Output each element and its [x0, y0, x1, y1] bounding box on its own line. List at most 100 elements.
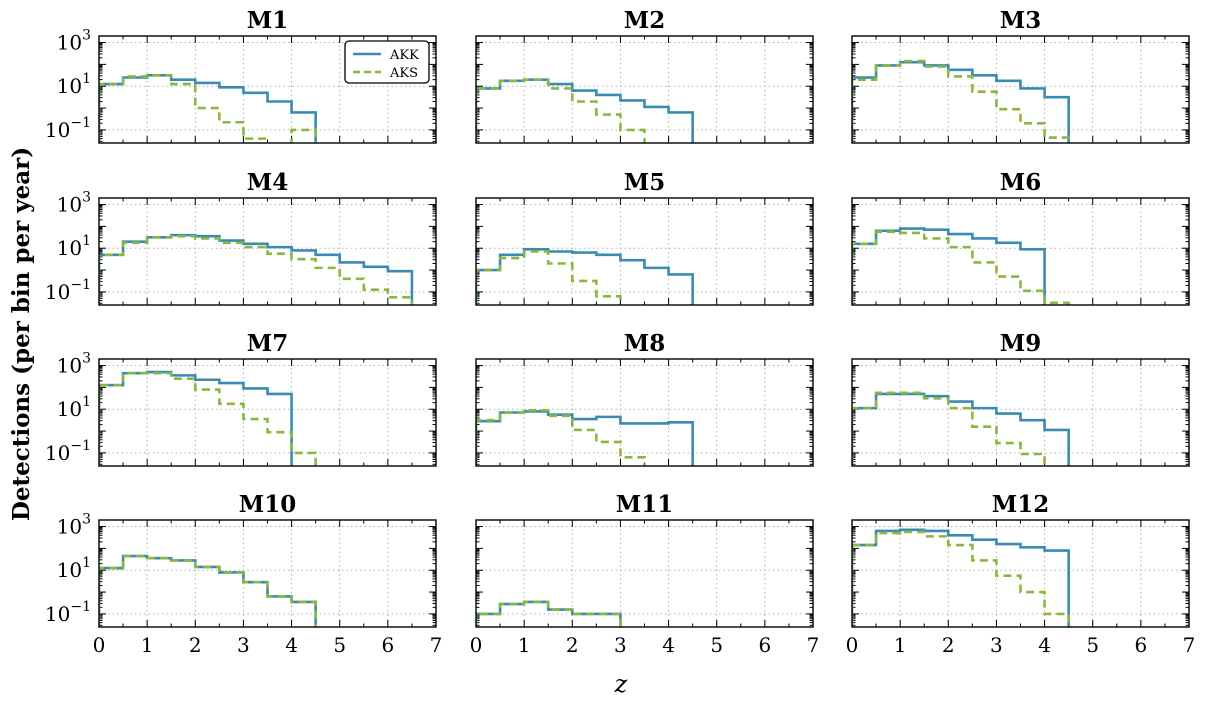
series-aks-line [99, 234, 414, 305]
panel-frame [98, 197, 437, 306]
x-tick-label: 6 [381, 633, 394, 657]
panel-m11: M11 0 1 2 3 4 5 6 7 [470, 491, 820, 657]
y-tick-label: 103 [57, 512, 91, 539]
x-tick-label: 0 [93, 633, 106, 657]
panel-title: M3 [1000, 7, 1041, 34]
panel-frame [475, 197, 814, 306]
series-aks-line [852, 530, 1070, 627]
y-tick-label: 103 [57, 28, 91, 55]
series-aks-line [99, 74, 317, 143]
y-tick-base: 10 [57, 193, 82, 217]
panel-title: M9 [1000, 330, 1041, 357]
panel-title: M10 [239, 491, 296, 518]
legend-label-akk: AKK [389, 48, 419, 63]
series-aks-line [852, 230, 1070, 305]
panel-title: M12 [992, 491, 1049, 518]
y-tick-exponent: 1 [82, 555, 91, 571]
legend-label-aks: AKS [389, 66, 418, 81]
x-tick-label: 7 [807, 633, 820, 657]
panel-frame [851, 35, 1190, 144]
y-tick-exponent: 1 [82, 233, 91, 249]
y-axis-label: Detections (per bin per year) [8, 147, 35, 521]
panel-m9: M9 [851, 330, 1190, 467]
x-tick-label: 0 [846, 633, 859, 657]
legend: AKK AKS [344, 40, 430, 84]
x-tick-label: 2 [942, 633, 955, 657]
y-tick-base: 10 [57, 558, 82, 582]
series-akk-line [99, 233, 414, 305]
x-tick-label: 1 [894, 633, 907, 657]
y-tick-label: 10−1 [45, 277, 91, 304]
panel-m3: M3 [851, 7, 1190, 144]
y-tick-exponent: 3 [82, 351, 91, 367]
y-tick-label: 101 [57, 233, 91, 260]
series-aks-line [476, 600, 622, 627]
y-tick-base: 10 [45, 280, 70, 304]
y-tick-base: 10 [57, 74, 82, 98]
x-tick-label: 1 [518, 633, 531, 657]
y-tick-exponent: 1 [82, 394, 91, 410]
y-tick-label: 10−1 [45, 115, 91, 142]
panel-m5: M5 [475, 169, 814, 306]
x-tick-label: 2 [566, 633, 579, 657]
y-tick-base: 10 [45, 118, 70, 142]
y-tick-label: 10−1 [45, 438, 91, 465]
y-tick-label: 103 [57, 190, 91, 217]
y-tick-exponent: −1 [70, 115, 91, 131]
panel-m2: M2 [475, 7, 814, 144]
panel-title: M8 [624, 330, 665, 357]
y-tick-exponent: 1 [82, 71, 91, 87]
panel-frame [98, 35, 437, 144]
panel-title: M11 [616, 491, 673, 518]
series-akk-line [476, 78, 694, 143]
y-tick-base: 10 [57, 236, 82, 260]
x-tick-label: 1 [141, 633, 154, 657]
series-akk-line [852, 528, 1070, 627]
y-tick-base: 10 [45, 602, 70, 626]
y-tick-base: 10 [57, 354, 82, 378]
x-tick-label: 3 [614, 633, 627, 657]
panel-title: M1 [247, 7, 288, 34]
y-tick-exponent: 3 [82, 512, 91, 528]
series-aks-line [476, 409, 646, 466]
x-tick-label: 4 [285, 633, 298, 657]
x-tick-label: 4 [1038, 633, 1051, 657]
x-tick-label: 0 [470, 633, 483, 657]
panel-title: M2 [624, 7, 665, 34]
series-akk-line [852, 60, 1070, 143]
series-akk-line [852, 392, 1070, 466]
x-axis-label: z [614, 670, 628, 698]
panel-frame [475, 358, 814, 467]
x-tick-label: 7 [1183, 633, 1196, 657]
y-tick-base: 10 [57, 515, 82, 539]
y-tick-exponent: −1 [70, 277, 91, 293]
x-tick-label: 6 [758, 633, 771, 657]
panel-frame [475, 35, 814, 144]
series-aks-line [99, 554, 317, 627]
y-tick-exponent: 3 [82, 190, 91, 206]
series-akk-line [476, 248, 694, 305]
panel-title: M5 [624, 169, 665, 196]
series-aks-line [852, 59, 1070, 143]
x-tick-label: 5 [710, 633, 723, 657]
panel-m12: M12 0 1 2 3 4 5 6 7 [846, 491, 1196, 657]
y-tick-base: 10 [45, 441, 70, 465]
y-tick-exponent: −1 [70, 599, 91, 615]
panel-m6: M6 [851, 169, 1190, 306]
x-tick-label: 3 [237, 633, 250, 657]
series-aks-line [99, 371, 317, 466]
series-akk-line [476, 410, 694, 466]
panel-frame [851, 519, 1190, 628]
y-tick-label: 10−1 [45, 599, 91, 626]
panel-frame [851, 358, 1190, 467]
y-tick-exponent: 3 [82, 28, 91, 44]
y-tick-exponent: −1 [70, 438, 91, 454]
panel-frame [851, 197, 1190, 306]
y-tick-label: 103 [57, 351, 91, 378]
y-tick-label: 101 [57, 555, 91, 582]
